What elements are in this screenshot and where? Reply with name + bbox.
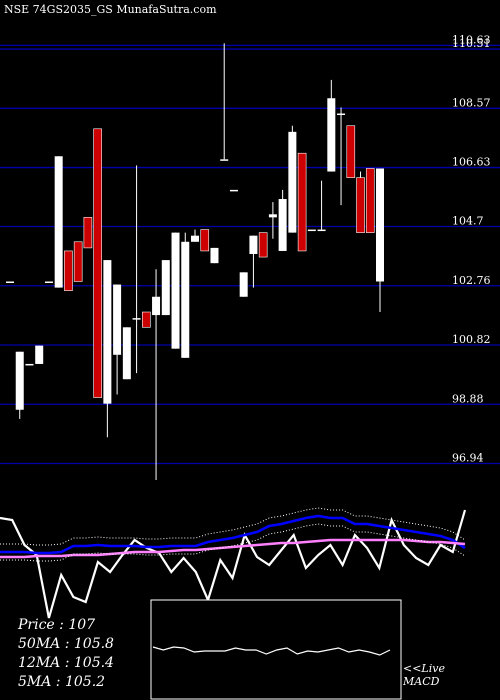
candle-body bbox=[297, 152, 307, 252]
price-gridlines bbox=[0, 44, 500, 465]
y-tick-label: 100.82 bbox=[452, 333, 491, 346]
live-label: <<Live bbox=[403, 662, 445, 675]
candle-body bbox=[25, 363, 34, 366]
candle-body bbox=[210, 247, 219, 264]
candle-body bbox=[6, 281, 14, 283]
candle-body bbox=[220, 159, 229, 161]
candle-body bbox=[103, 260, 112, 404]
candle-body bbox=[83, 217, 93, 249]
candle-body bbox=[113, 284, 122, 355]
y-tick-label: 98.88 bbox=[452, 392, 484, 405]
candle-body bbox=[288, 131, 297, 233]
ma50-value: 50MA : 105.8 bbox=[18, 636, 114, 652]
candle-body bbox=[142, 311, 151, 328]
candle-body bbox=[317, 229, 326, 232]
y-tick-label: 102.76 bbox=[452, 274, 491, 287]
candle-body bbox=[268, 214, 277, 218]
candle-body bbox=[93, 128, 102, 398]
candle-body bbox=[161, 260, 170, 316]
candle-body bbox=[181, 241, 190, 358]
macd-line bbox=[152, 646, 391, 656]
candle-body bbox=[239, 272, 248, 297]
upper-band bbox=[0, 507, 466, 546]
candle-body bbox=[278, 199, 287, 251]
candle-body bbox=[35, 345, 44, 364]
y-tick-label: 96.94 bbox=[452, 452, 484, 465]
candle-body bbox=[249, 235, 258, 254]
candle-body bbox=[337, 113, 346, 116]
y-tick-label: 104.7 bbox=[452, 215, 484, 228]
candle-body bbox=[152, 296, 161, 316]
price-stats: Price : 107 50MA : 105.8 12MA : 105.4 5M… bbox=[18, 616, 114, 692]
y-tick-label: 110.51 bbox=[452, 37, 491, 50]
y-tick-label: 106.63 bbox=[452, 156, 491, 169]
candle-body bbox=[191, 235, 199, 242]
macd-panel bbox=[150, 599, 402, 700]
candle-body bbox=[54, 156, 63, 288]
candle-body bbox=[258, 232, 268, 258]
ma-line-blue bbox=[0, 514, 466, 555]
ma-line-pink bbox=[0, 538, 466, 559]
candle-body bbox=[376, 168, 384, 282]
ma12-value: 12MA : 105.4 bbox=[18, 655, 114, 671]
candle-body bbox=[73, 241, 83, 282]
candle-body bbox=[365, 168, 375, 233]
macd-label: MACD bbox=[403, 675, 440, 688]
candle-body bbox=[346, 125, 356, 178]
lower-band bbox=[0, 523, 466, 562]
candle-body bbox=[132, 318, 141, 320]
live-macd-label: <<Live MACD bbox=[403, 662, 445, 688]
price-line bbox=[0, 509, 467, 619]
candle-body bbox=[356, 177, 365, 233]
candle-body bbox=[44, 281, 53, 283]
chart-title: NSE 74GS2035_GS MunafaSutra.com bbox=[4, 3, 217, 16]
indicator-panel bbox=[0, 507, 467, 619]
candle-body bbox=[307, 229, 316, 232]
ma5-value: 5MA : 105.2 bbox=[18, 674, 106, 690]
candle-body bbox=[64, 250, 73, 291]
candle-body bbox=[327, 98, 336, 172]
candlesticks bbox=[6, 43, 384, 480]
y-tick-label: 110.63 bbox=[452, 33, 491, 46]
candle-body bbox=[229, 189, 238, 192]
candle-body bbox=[171, 232, 180, 349]
price-value: Price : 107 bbox=[18, 617, 96, 633]
candle-body bbox=[200, 229, 210, 252]
y-tick-label: 108.57 bbox=[452, 96, 491, 109]
candle-body bbox=[122, 327, 131, 380]
candle-body bbox=[15, 351, 24, 410]
